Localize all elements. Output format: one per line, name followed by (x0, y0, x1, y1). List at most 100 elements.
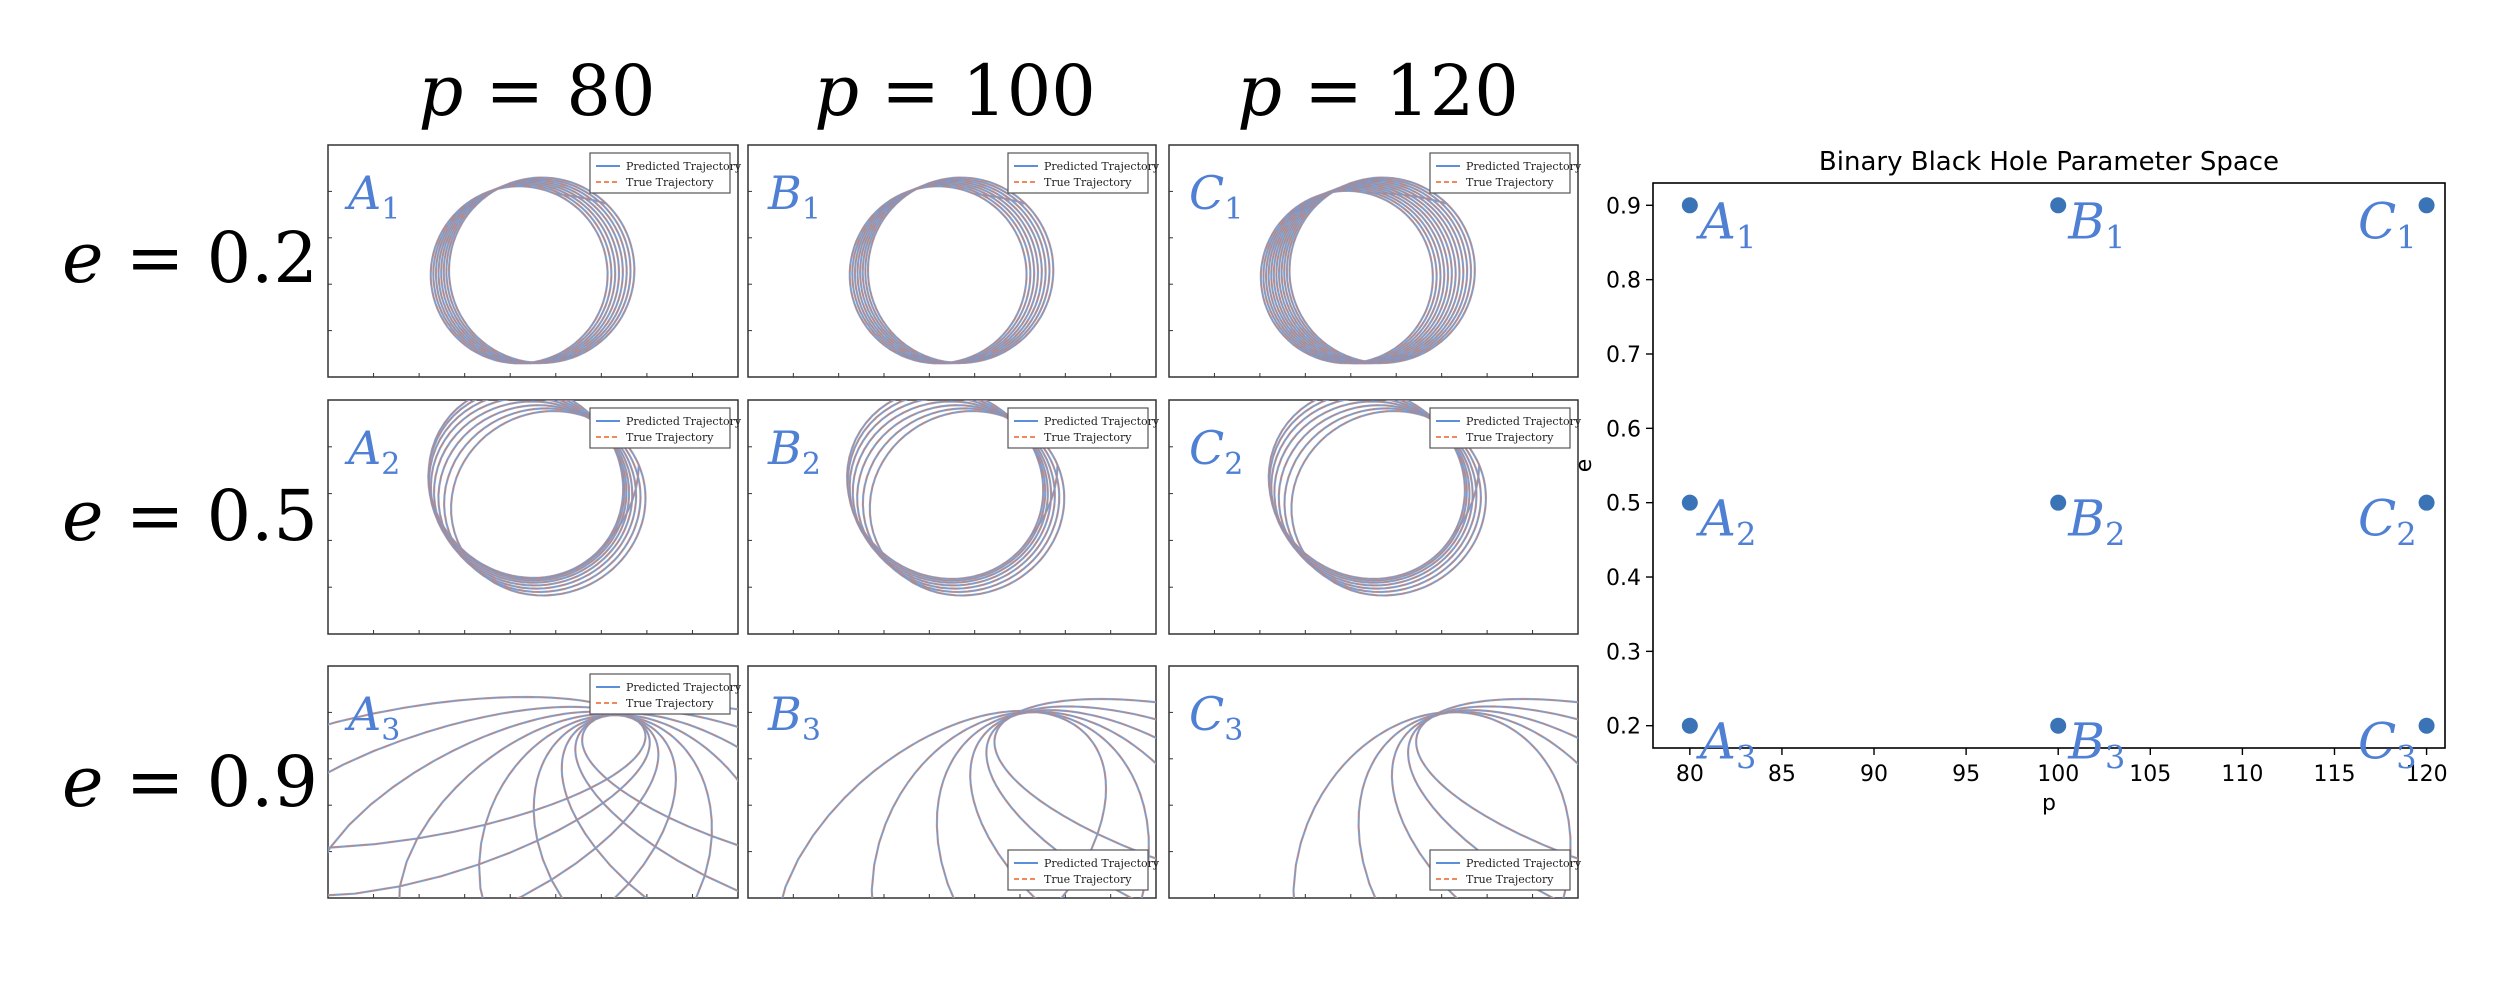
point-C2 (2418, 494, 2435, 511)
point-label-B2: B2 (2067, 490, 2125, 554)
legend: Predicted Trajectory True Trajectory (589, 673, 742, 715)
column-labels: p = 80 p = 100 p = 120 (418, 50, 1518, 132)
panel-C2: C2 Predicted Trajectory True Trajectory (1168, 399, 1582, 635)
row-labels: e = 0.2 e = 0.5 e = 0.9 (62, 217, 318, 823)
legend-true-label: True Trajectory (1044, 431, 1132, 444)
panel-label-C2: C2 (1189, 421, 1243, 482)
legend: Predicted Trajectory True Trajectory (589, 407, 742, 449)
predicted-trajectory-line (849, 176, 1054, 364)
predicted-trajectory-line (427, 400, 647, 597)
predicted-trajectory-line (1292, 698, 1578, 898)
trajectory-panels: A1 Predicted Trajectory True Trajectory B1 P… (327, 144, 1582, 899)
point-B3 (2050, 717, 2067, 734)
point-C1 (2418, 197, 2435, 214)
panel-C1: C1 Predicted Trajectory True Trajectory (1168, 144, 1582, 378)
panel-label-A3: A3 (344, 687, 400, 748)
y-axis-label: e (1572, 459, 1597, 473)
legend-predicted-label: Predicted Trajectory (1044, 857, 1160, 870)
legend-predicted-label: Predicted Trajectory (626, 160, 742, 173)
panel-label-B3: B3 (767, 687, 821, 748)
legend-true-label: True Trajectory (1044, 176, 1132, 189)
x-axis-label: p (2042, 791, 2056, 816)
column-label-120: p = 120 (1237, 50, 1519, 132)
row-label-0.9: e = 0.9 (62, 741, 318, 823)
predicted-trajectory-line (1260, 176, 1476, 365)
panel-B3: B3 Predicted Trajectory True Trajectory (747, 665, 1160, 899)
panel-label-C1: C1 (1189, 166, 1243, 227)
scatter-frame (1652, 182, 2446, 749)
x-tick-label: 95 (1952, 762, 1980, 787)
row-label-0.2: e = 0.2 (62, 217, 318, 299)
x-tick-label: 105 (2129, 762, 2171, 787)
x-tick-label: 115 (2313, 762, 2355, 787)
legend-true-label: True Trajectory (1466, 176, 1554, 189)
legend-true-label: True Trajectory (1466, 431, 1554, 444)
legend: Predicted Trajectory True Trajectory (1007, 152, 1160, 194)
y-tick-label: 0.3 (1606, 640, 1641, 665)
point-label-B3: B3 (2067, 713, 2125, 777)
point-label-A3: A3 (1696, 713, 1756, 777)
panel-A2: A2 Predicted Trajectory True Trajectory (327, 399, 742, 635)
legend: Predicted Trajectory True Trajectory (1007, 407, 1160, 449)
point-C3 (2418, 717, 2435, 734)
y-tick-label: 0.9 (1606, 194, 1641, 219)
x-tick-label: 80 (1676, 762, 1704, 787)
legend-predicted-label: Predicted Trajectory (1466, 415, 1582, 428)
parameter-space-chart: Binary Black Hole Parameter Space 80 85 90 9… (1572, 147, 2448, 816)
legend-true-label: True Trajectory (626, 176, 714, 189)
point-label-C3: C3 (2358, 713, 2417, 777)
panel-label-B1: B1 (767, 166, 821, 227)
y-tick-label: 0.6 (1606, 417, 1641, 442)
panel-B1: B1 Predicted Trajectory True Trajectory (747, 144, 1160, 378)
legend-true-label: True Trajectory (1044, 873, 1132, 886)
point-label-A1: A1 (1696, 192, 1756, 256)
y-tick-label: 0.5 (1606, 492, 1641, 517)
column-label-80: p = 80 (418, 50, 655, 132)
x-tick-label: 90 (1860, 762, 1888, 787)
x-tick-label: 120 (2406, 762, 2448, 787)
x-tick-label: 110 (2221, 762, 2263, 787)
column-label-100: p = 100 (814, 50, 1096, 132)
point-label-A2: A2 (1696, 490, 1756, 554)
x-tick-label: 85 (1768, 762, 1796, 787)
legend-predicted-label: Predicted Trajectory (1466, 857, 1582, 870)
predicted-trajectory-line (430, 176, 636, 364)
predicted-trajectory-line (781, 698, 1156, 898)
legend: Predicted Trajectory True Trajectory (1429, 849, 1582, 891)
point-label-C1: C1 (2358, 192, 2417, 256)
legend-predicted-label: Predicted Trajectory (1044, 415, 1160, 428)
row-label-0.5: e = 0.5 (62, 475, 318, 557)
legend-predicted-label: Predicted Trajectory (1044, 160, 1160, 173)
y-tick-label: 0.4 (1606, 566, 1641, 591)
point-B1 (2050, 197, 2067, 214)
legend: Predicted Trajectory True Trajectory (589, 152, 742, 194)
legend-true-label: True Trajectory (1466, 873, 1554, 886)
chart-title: Binary Black Hole Parameter Space (1819, 147, 2279, 177)
legend-predicted-label: Predicted Trajectory (626, 415, 742, 428)
panel-label-C3: C3 (1189, 687, 1243, 748)
panel-A3: A3 Predicted Trajectory True Trajectory (327, 665, 742, 899)
point-label-B1: B1 (2067, 192, 2125, 256)
y-tick-label: 0.8 (1606, 269, 1641, 294)
panel-C3: C3 Predicted Trajectory True Trajectory (1168, 665, 1582, 899)
point-B2 (2050, 494, 2067, 511)
legend: Predicted Trajectory True Trajectory (1429, 152, 1582, 194)
point-A2 (1681, 494, 1698, 511)
panel-A1: A1 Predicted Trajectory True Trajectory (327, 144, 742, 378)
panel-label-A1: A1 (344, 166, 400, 227)
panel-B2: B2 Predicted Trajectory True Trajectory (747, 399, 1160, 635)
y-tick-label: 0.2 (1606, 715, 1641, 740)
legend: Predicted Trajectory True Trajectory (1007, 849, 1160, 891)
point-A3 (1681, 717, 1698, 734)
legend-true-label: True Trajectory (626, 697, 714, 710)
y-tick-label: 0.7 (1606, 343, 1641, 368)
legend: Predicted Trajectory True Trajectory (1429, 407, 1582, 449)
legend-predicted-label: Predicted Trajectory (1466, 160, 1582, 173)
point-A1 (1681, 197, 1698, 214)
point-label-C2: C2 (2358, 490, 2417, 554)
x-tick-label: 100 (2037, 762, 2079, 787)
panel-label-B2: B2 (767, 421, 821, 482)
panel-label-A2: A2 (344, 421, 400, 482)
legend-true-label: True Trajectory (626, 431, 714, 444)
